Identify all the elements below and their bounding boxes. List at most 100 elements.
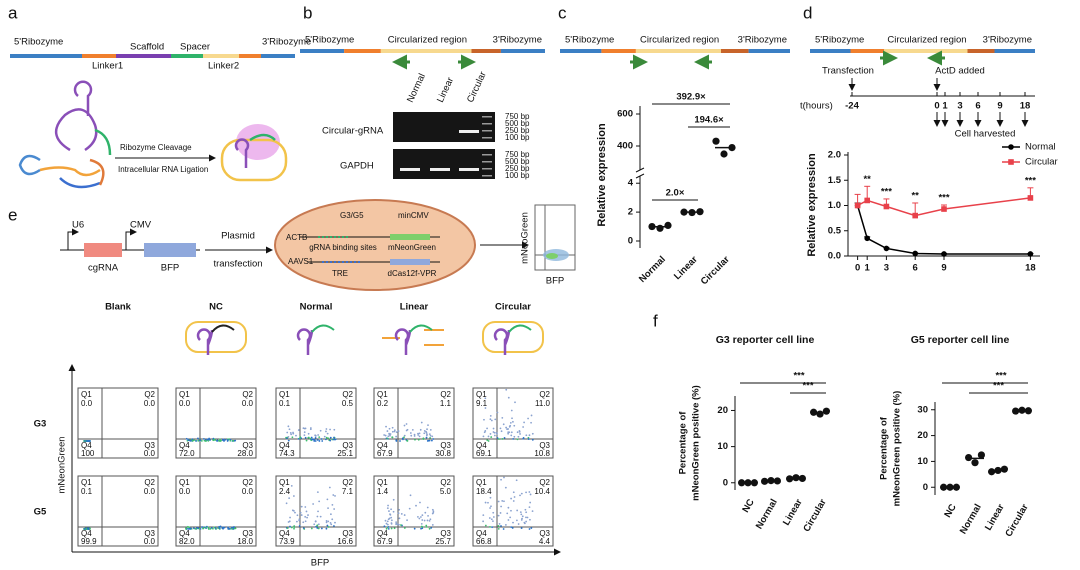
cell-dot [403,424,406,427]
cell-dot [429,518,432,521]
cell-dot [314,520,317,523]
cell-dot [500,525,502,527]
cell-dot [503,437,506,439]
cell-dot [209,527,212,530]
cell-dot [525,511,528,514]
cell-dot [489,418,492,421]
quadrant-label: Q1 [476,478,487,487]
cell-dot [512,438,515,440]
ladder-label: 100 bp [505,171,530,180]
cell-dot [514,401,516,404]
axis-break [635,167,645,173]
construct-label: Linker2 [208,61,239,72]
cell-dot [192,527,195,530]
x-tick-label: NC [942,502,958,520]
ladder-label: 500 bp [505,119,530,128]
cell-dot [405,429,408,432]
cell-dot [386,520,389,523]
annotation: *** [993,381,1004,392]
timeline-tick-label: 1 [942,101,948,112]
annotation: 392.9× [676,92,706,103]
construct-segment [82,54,116,58]
cell-dot [212,527,214,530]
construct-label: 5'Ribozyme [14,37,63,48]
cell-dot [397,512,400,515]
quadrant-value: 73.9 [279,537,295,546]
cell-dot [299,511,302,514]
x-tick-label: Normal [754,497,780,531]
data-point [941,206,947,212]
lane-label: Normal [405,72,428,104]
construct-segment [344,49,381,53]
data-point [712,137,720,145]
cell-dot [310,527,313,530]
cell-dot [330,513,332,516]
cell-dot [427,515,429,517]
y-tick-label: 2 [628,207,633,218]
cell-dot [429,428,432,431]
quadrant-value: 0.0 [81,399,93,408]
cell-dot [497,525,500,527]
cell-dot [429,434,432,437]
cell-dot [496,432,498,435]
y-tick-label: 1.0 [828,200,841,211]
cell-dot [313,523,316,526]
cell-dot [305,510,308,513]
cell-dot [414,438,416,441]
cell-dot [315,525,317,528]
cell-dot [419,428,422,431]
cell-dot [522,426,525,428]
cell-dot [395,521,398,524]
quadrant-value: 5.0 [440,487,452,496]
cell-dot [201,526,203,528]
cell-dot [516,438,519,441]
quadrant-label: Q1 [81,390,92,399]
quadrant-label: Q4 [377,529,388,538]
construct-segment [884,49,968,53]
cell-dot [386,523,389,526]
cell-dot [428,527,431,530]
cell-dot [426,440,429,442]
cell-dot [523,421,525,424]
quadrant-label: Q2 [440,390,451,399]
cell-dot [388,427,391,430]
significance: ** [863,174,871,185]
cell-dot [496,437,499,439]
quadrant-label: Q3 [144,441,155,450]
construct-label: Scaffold [130,42,164,53]
cell-dot [529,518,531,521]
cell-dot [507,432,510,435]
cell-dot [307,432,310,435]
annotation: 194.6× [694,115,724,126]
construct-segment [171,54,203,58]
cell-dot [384,434,387,437]
cell-dot [388,432,391,435]
quadrant-value: 25.7 [435,537,451,546]
cell-dot [316,491,319,494]
cell-dot [426,433,428,436]
cell-dot [326,524,329,527]
quadrant-label: Q1 [377,478,388,487]
cell-dot [518,430,521,433]
ladder-label: 250 bp [505,126,530,135]
cell-dot [510,526,513,529]
construct-label: 3'Ribozyme [493,35,542,46]
cell-dot [207,526,210,529]
cell-dot [300,505,303,508]
x-tick-label: Normal [958,502,984,536]
cell-dot [303,434,306,437]
cell-dot [316,527,319,529]
x-tick-label: 0 [855,263,860,274]
icon [185,321,247,353]
cell-dot [395,523,398,526]
cell-dot [304,427,307,430]
cell-dot [525,491,527,494]
x-tick-label: Linear [781,497,805,527]
quadrant-label: Q4 [81,529,92,538]
cell-dot [398,523,400,526]
cell-dot [334,521,336,524]
cell-dot [530,527,533,529]
cell-dot [298,437,301,440]
cell-dot [285,502,288,505]
annotation: *** [802,381,813,392]
